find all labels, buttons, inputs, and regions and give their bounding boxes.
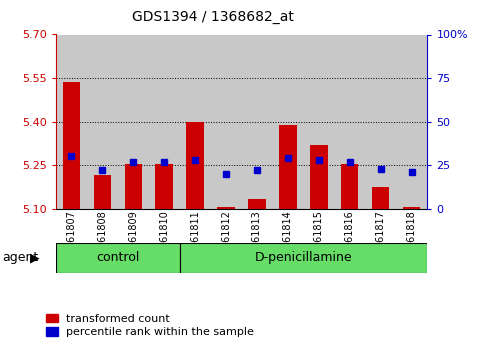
Bar <box>156 164 172 209</box>
Bar <box>248 199 266 209</box>
Bar <box>56 34 86 209</box>
Bar <box>186 121 203 209</box>
Bar <box>272 34 303 209</box>
Bar <box>56 243 180 273</box>
Bar <box>62 82 80 209</box>
Bar <box>303 34 334 209</box>
Bar <box>372 187 389 209</box>
Text: D-penicillamine: D-penicillamine <box>255 252 352 264</box>
Bar <box>366 34 397 209</box>
Bar <box>86 34 117 209</box>
Bar <box>217 207 235 209</box>
Legend: transformed count, percentile rank within the sample: transformed count, percentile rank withi… <box>44 312 256 339</box>
Text: ▶: ▶ <box>30 252 40 264</box>
Bar <box>280 125 297 209</box>
Text: control: control <box>96 252 139 264</box>
Text: GDS1394 / 1368682_at: GDS1394 / 1368682_at <box>131 10 294 24</box>
Bar <box>311 145 327 209</box>
Bar <box>403 207 421 209</box>
Bar <box>397 34 427 209</box>
Bar <box>180 34 211 209</box>
Bar <box>180 243 427 273</box>
Bar <box>94 175 111 209</box>
Bar <box>125 164 142 209</box>
Bar <box>211 34 242 209</box>
Bar <box>242 34 272 209</box>
Bar <box>149 34 180 209</box>
Bar <box>334 34 366 209</box>
Bar <box>341 164 358 209</box>
Bar <box>117 34 149 209</box>
Text: agent: agent <box>2 252 39 264</box>
